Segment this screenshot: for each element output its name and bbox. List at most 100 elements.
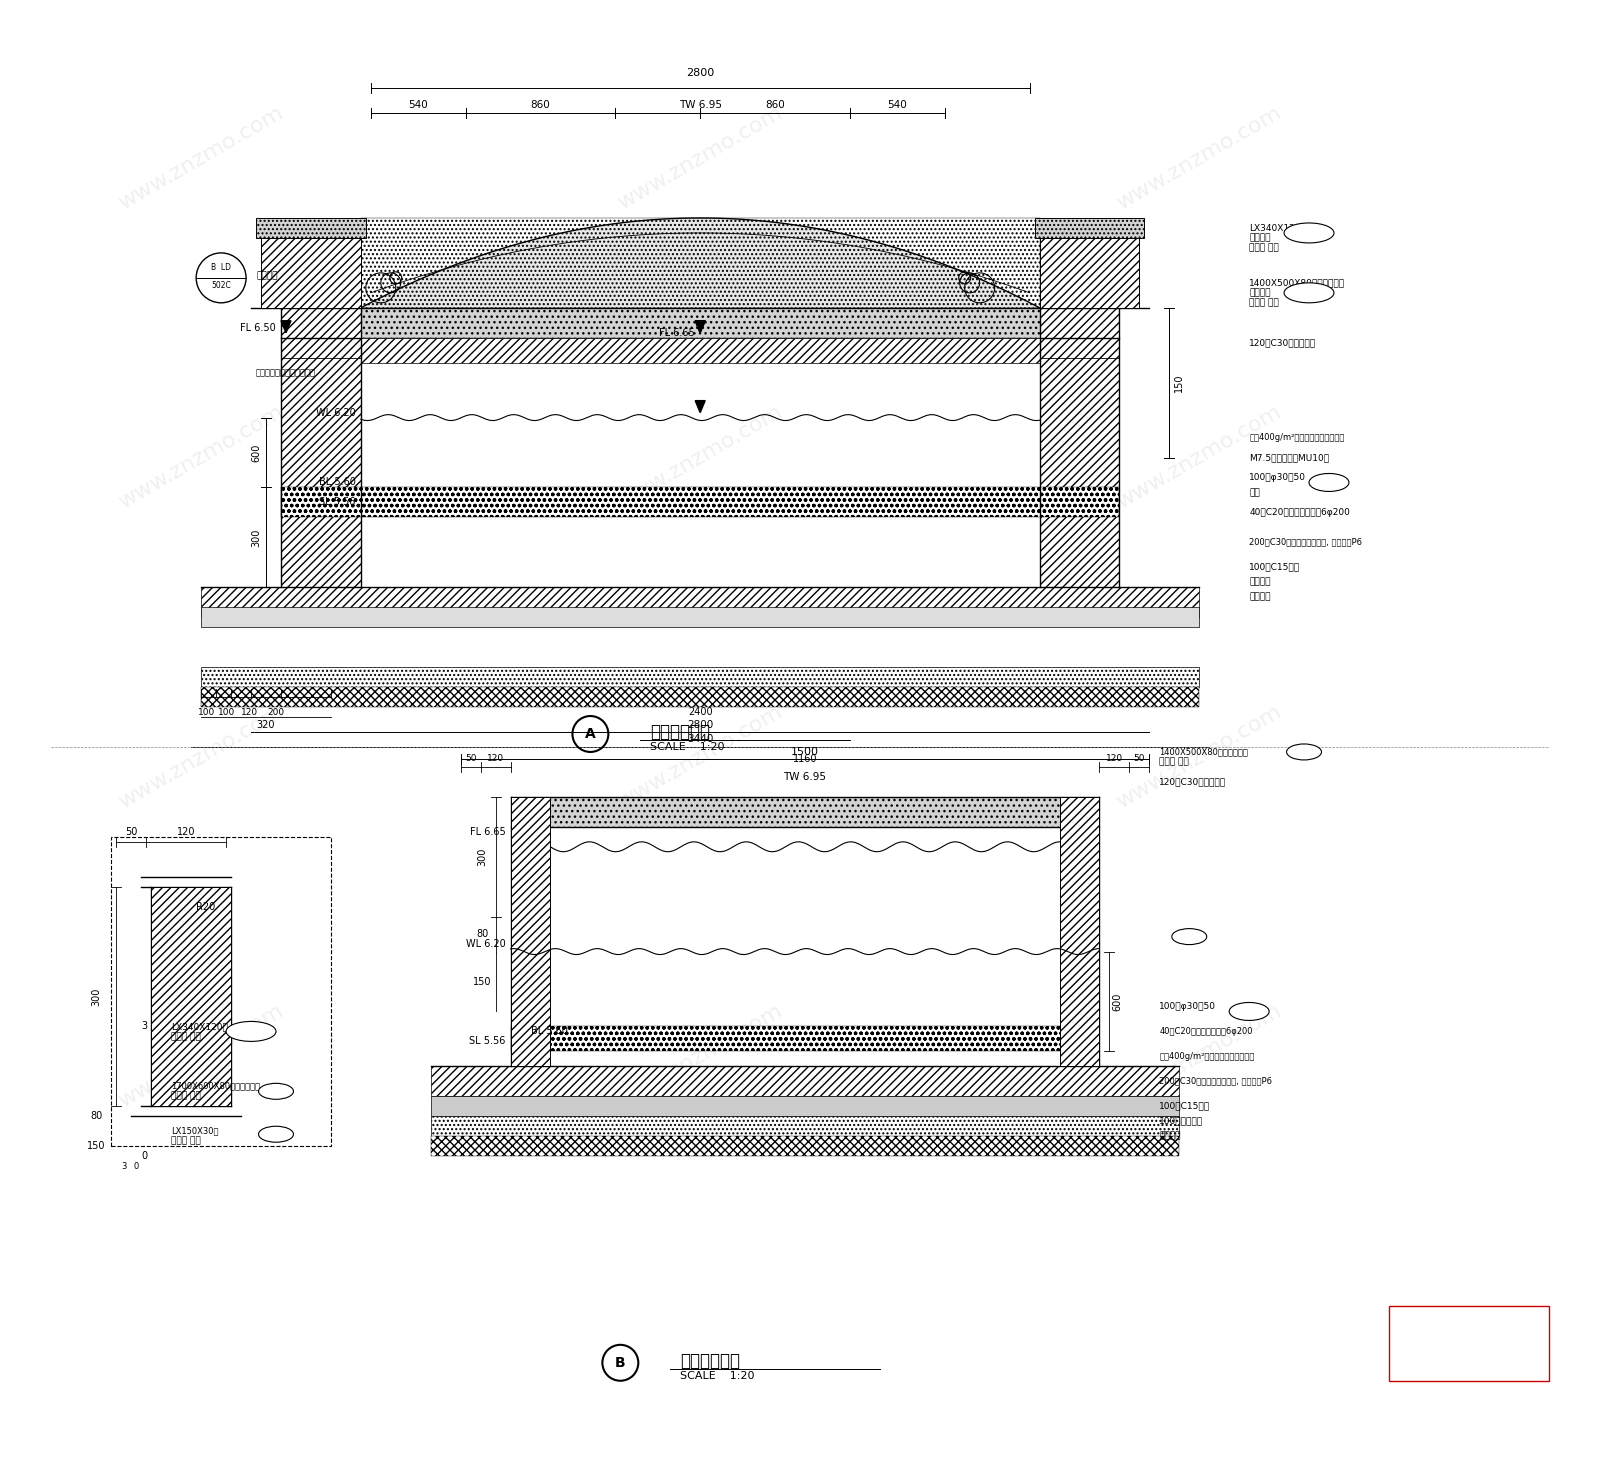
- Text: 河卵石: 河卵石: [1322, 478, 1336, 487]
- Ellipse shape: [1309, 474, 1349, 491]
- Ellipse shape: [1229, 1002, 1269, 1020]
- Text: 1700X600X80厚（氟漆板）: 1700X600X80厚（氟漆板）: [171, 1081, 261, 1091]
- Bar: [202, 587, 1200, 618]
- Text: 1500: 1500: [790, 747, 819, 758]
- Text: 600: 600: [1112, 992, 1122, 1011]
- Text: www.znzmo.com: www.znzmo.com: [614, 402, 786, 513]
- Text: 氟碳面 铺建: 氟碳面 铺建: [171, 1091, 202, 1101]
- Text: 灌石: 灌石: [1184, 932, 1194, 941]
- Text: 2800: 2800: [686, 720, 714, 730]
- Polygon shape: [696, 321, 706, 332]
- Text: 1400X500X80厚（氟漆板）: 1400X500X80厚（氟漆板）: [1250, 278, 1346, 287]
- Text: 200厚C30钢筋混凝土自防水, 抗渗等级P6: 200厚C30钢筋混凝土自防水, 抗渗等级P6: [1250, 538, 1362, 546]
- Text: 山东白麻: 山东白麻: [1250, 288, 1270, 297]
- Text: www.znzmo.com: www.znzmo.com: [1114, 702, 1285, 813]
- Bar: [282, 307, 362, 587]
- Bar: [510, 1026, 1099, 1052]
- Text: TW 6.95: TW 6.95: [784, 772, 827, 782]
- Text: 502C: 502C: [211, 281, 230, 290]
- Text: www.znzmo.com: www.znzmo.com: [115, 402, 286, 513]
- Bar: [430, 1096, 1179, 1116]
- Text: ????: ????: [269, 1129, 285, 1139]
- Text: 氟碳面 铺建: 氟碳面 铺建: [171, 1136, 202, 1145]
- Bar: [430, 1067, 1179, 1096]
- Text: B  LD: B LD: [211, 264, 230, 272]
- Text: WL 6.20: WL 6.20: [466, 938, 506, 949]
- Text: 3: 3: [122, 1161, 126, 1170]
- Text: 山东白麻: 山东白麻: [1299, 288, 1318, 297]
- Bar: [282, 488, 1120, 517]
- Text: 80: 80: [90, 1112, 102, 1122]
- Text: 知末: 知末: [1430, 1321, 1467, 1351]
- Bar: [152, 887, 230, 1106]
- Text: 300: 300: [478, 848, 488, 865]
- Text: 1400X500X80厚（氟漆板）: 1400X500X80厚（氟漆板）: [1160, 747, 1248, 756]
- Text: 150: 150: [1174, 373, 1184, 392]
- Text: FL 6.50: FL 6.50: [240, 323, 277, 332]
- Text: 40厚C20细石混凝土板配6φ200: 40厚C20细石混凝土板配6φ200: [1160, 1027, 1253, 1036]
- Text: 拱桥剖面图二: 拱桥剖面图二: [680, 1352, 741, 1370]
- Bar: [362, 307, 1040, 338]
- Bar: [362, 338, 1040, 363]
- Bar: [1389, 1305, 1549, 1381]
- Text: 氟碳面 铺建: 氟碳面 铺建: [171, 1032, 202, 1040]
- Text: 120: 120: [240, 708, 258, 717]
- Text: 氟碳面 铺建: 氟碳面 铺建: [1250, 299, 1278, 307]
- Text: 860: 860: [765, 101, 786, 111]
- Text: 150: 150: [86, 1141, 106, 1151]
- Text: www.znzmo.com: www.znzmo.com: [115, 1001, 286, 1112]
- Text: 100: 100: [218, 708, 235, 717]
- Ellipse shape: [226, 1021, 277, 1042]
- Text: www.znzmo.com: www.znzmo.com: [1114, 103, 1285, 213]
- Text: 100厚C15垫层: 100厚C15垫层: [1250, 562, 1301, 571]
- Text: WL 6.20: WL 6.20: [317, 408, 355, 418]
- Text: 素土夯实: 素土夯实: [1160, 1132, 1181, 1141]
- Text: 200: 200: [267, 708, 285, 717]
- Bar: [430, 1136, 1179, 1157]
- Bar: [1040, 307, 1120, 587]
- Text: M7.5水泥砂浆砌MU10砖: M7.5水泥砂浆砌MU10砖: [1250, 453, 1330, 462]
- Bar: [1040, 237, 1139, 307]
- Text: 100厚碎石垫层: 100厚碎石垫层: [1160, 1116, 1203, 1126]
- Text: 50: 50: [1134, 755, 1146, 763]
- Ellipse shape: [1171, 928, 1206, 944]
- Bar: [256, 219, 366, 237]
- Text: FL 6.65: FL 6.65: [659, 328, 696, 338]
- Text: www.znzmo.com: www.znzmo.com: [1114, 1001, 1285, 1112]
- Bar: [1035, 219, 1144, 237]
- Text: 碎石垫层: 碎石垫层: [1250, 578, 1270, 587]
- Text: 氟碳面 铺建: 氟碳面 铺建: [1160, 758, 1189, 766]
- Text: 50: 50: [466, 755, 477, 763]
- Bar: [510, 797, 550, 1067]
- Text: 山东白麻: 山东白麻: [242, 1027, 261, 1036]
- Text: SCALE    1:20: SCALE 1:20: [680, 1371, 755, 1381]
- Bar: [430, 1116, 1179, 1136]
- Text: BL 5.60: BL 5.60: [318, 478, 355, 488]
- Bar: [202, 667, 1200, 688]
- Text: 2800: 2800: [686, 68, 714, 79]
- Text: 详见人行道路建筑辅助建图: 详见人行道路建筑辅助建图: [256, 369, 317, 377]
- Text: LX340X120厚: LX340X120厚: [171, 1021, 229, 1032]
- Text: www.znzmo.com: www.znzmo.com: [614, 103, 786, 213]
- Text: 100: 100: [197, 708, 214, 717]
- Text: LX150X30厚: LX150X30厚: [171, 1126, 219, 1135]
- Text: 2400: 2400: [688, 707, 712, 717]
- Ellipse shape: [259, 1084, 293, 1099]
- Text: SCALE    1:20: SCALE 1:20: [650, 742, 725, 752]
- Ellipse shape: [1286, 745, 1322, 761]
- Text: 100厚φ30～50: 100厚φ30～50: [1160, 1002, 1216, 1011]
- Bar: [202, 688, 1200, 707]
- Text: 3: 3: [141, 1021, 147, 1032]
- Text: 120厚C30钢筋混凝土: 120厚C30钢筋混凝土: [1160, 778, 1227, 787]
- Text: A: A: [586, 727, 595, 742]
- Text: www.znzmo.com: www.znzmo.com: [614, 702, 786, 813]
- Bar: [261, 237, 362, 307]
- Text: 二道400g/m²聚乙烯厚粘胶防水卷材: 二道400g/m²聚乙烯厚粘胶防水卷材: [1250, 433, 1344, 441]
- Text: LX340X120厚: LX340X120厚: [1250, 223, 1306, 233]
- Text: 40厚C20细石混凝土板配6φ200: 40厚C20细石混凝土板配6φ200: [1250, 508, 1350, 517]
- Polygon shape: [696, 401, 706, 412]
- Text: 山东白麻: 山东白麻: [1250, 233, 1270, 242]
- Bar: [202, 608, 1200, 627]
- Text: 120: 120: [1106, 755, 1123, 763]
- Text: 300: 300: [91, 988, 101, 1005]
